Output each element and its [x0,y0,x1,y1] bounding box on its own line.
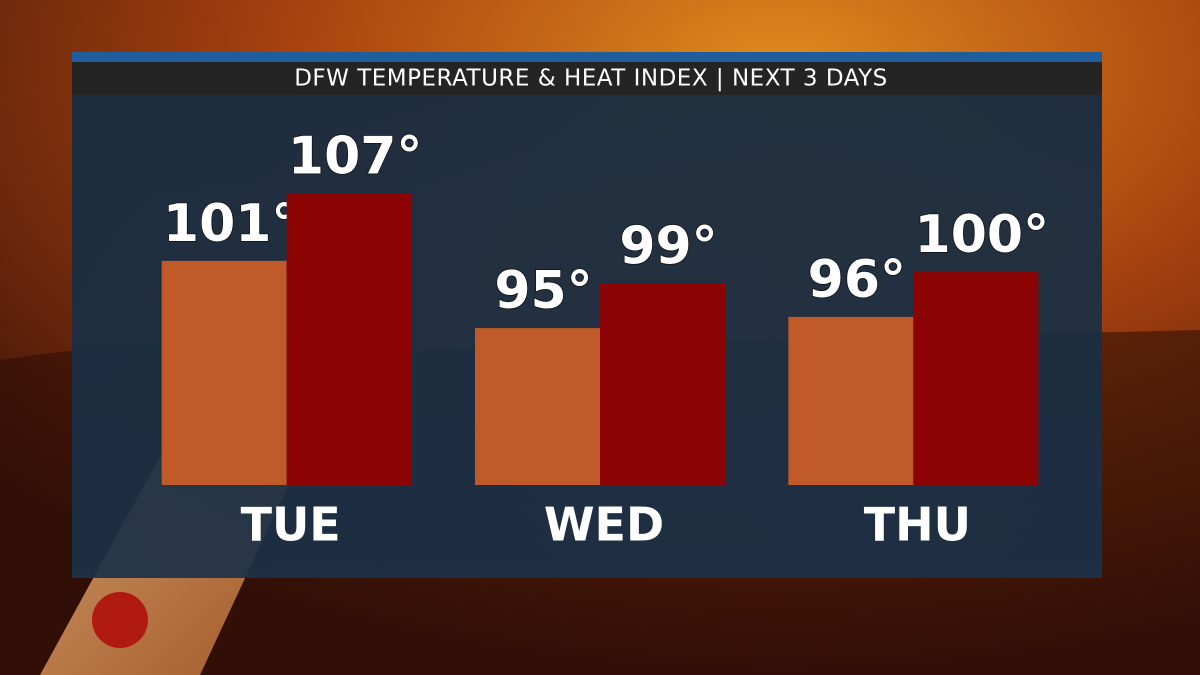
value-label: 107° [288,127,423,187]
chart-title: DFW TEMPERATURE & HEAT INDEX | NEXT 3 DA… [294,66,888,92]
header-stripe [72,52,1102,62]
bar [913,272,1039,485]
value-label: 100° [915,205,1050,265]
category-label: TUE [241,498,341,552]
bar [286,193,412,485]
thermometer-bulb [92,592,148,648]
value-label: 96° [808,250,906,310]
value-label: 95° [494,261,592,321]
bar [600,283,725,485]
bar [475,328,600,485]
header-bar [72,62,1102,95]
category-label: WED [544,498,664,552]
bar [788,316,914,485]
value-label: 99° [619,216,717,276]
bar [161,260,287,485]
value-label: 101° [163,194,298,254]
category-label: THU [864,498,971,552]
